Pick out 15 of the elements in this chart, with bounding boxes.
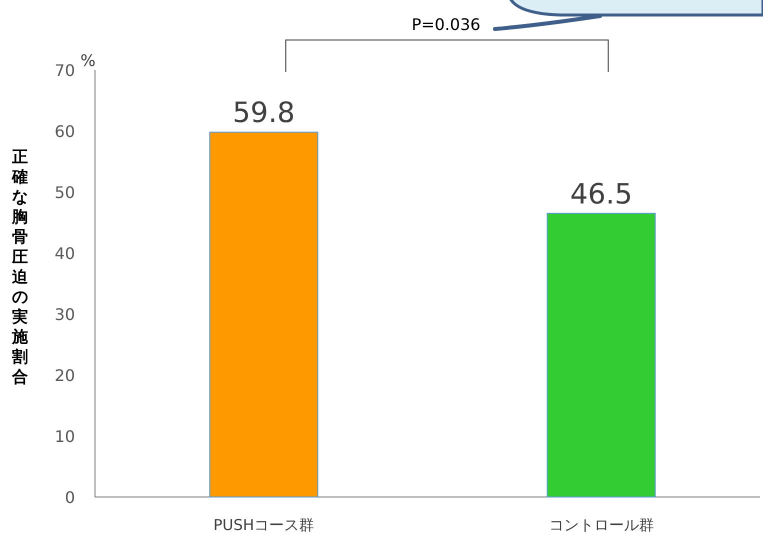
text: 正確な胸骨圧迫の実施割合 bbox=[12, 147, 28, 386]
y-tick-label: 10 bbox=[54, 427, 75, 446]
data-label: 59.8 bbox=[232, 96, 295, 130]
y-tick-label: 30 bbox=[54, 305, 75, 324]
text: P=0.036 bbox=[412, 15, 480, 34]
x-tick-label: コントロール群 bbox=[548, 516, 654, 534]
y-tick-label: 40 bbox=[54, 244, 75, 263]
annotation: % bbox=[80, 51, 96, 70]
y-tick-label: 20 bbox=[54, 366, 75, 385]
y-tick-label: 50 bbox=[54, 183, 75, 202]
x-tick-label: PUSHコース群 bbox=[213, 516, 314, 534]
y-tick-label: 70 bbox=[54, 61, 75, 80]
y-tick-label: 60 bbox=[54, 122, 75, 141]
data-label: 46.5 bbox=[570, 177, 632, 210]
y-tick-label: 0 bbox=[64, 488, 75, 507]
